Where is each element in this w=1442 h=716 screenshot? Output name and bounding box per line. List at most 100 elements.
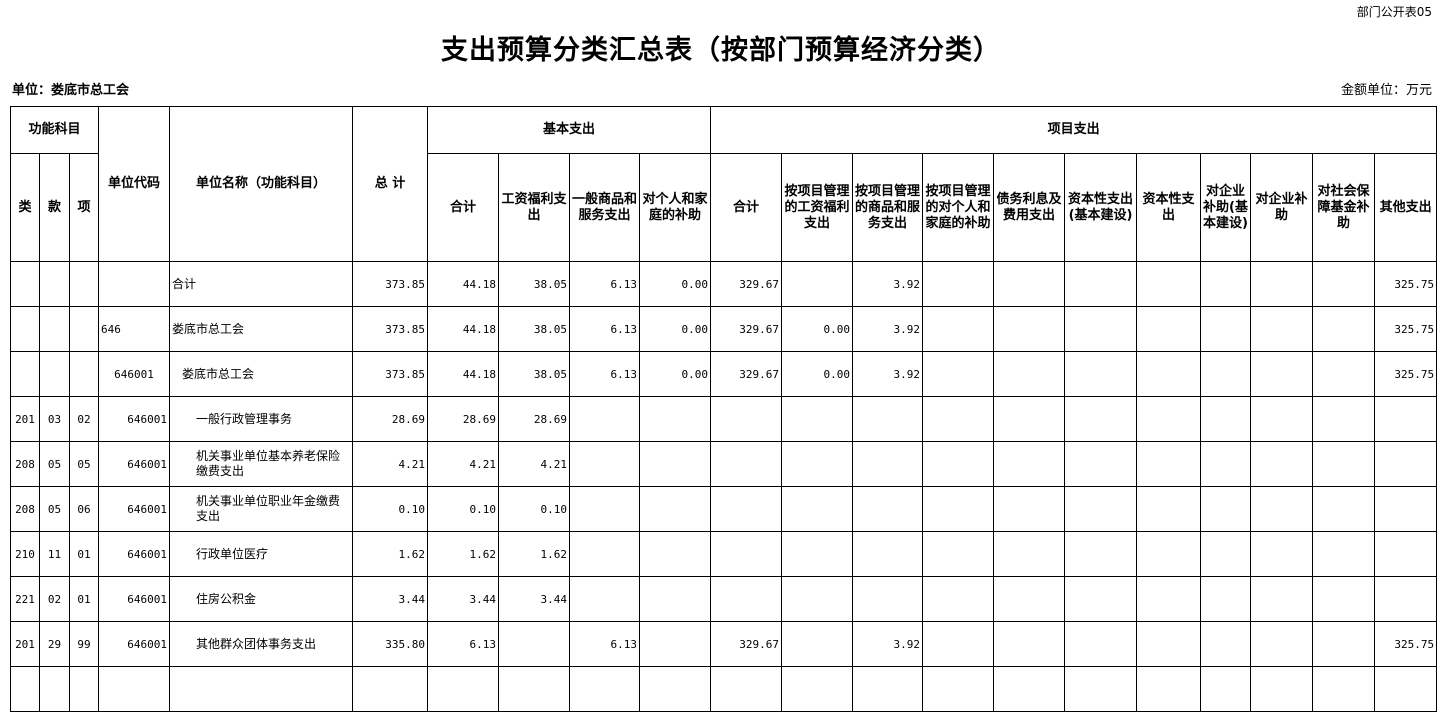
cell-project-capital-build: [1064, 261, 1138, 307]
cell-project-capital: [1136, 396, 1202, 442]
cell-name: 机关事业单位基本养老保险缴费支出: [169, 441, 354, 487]
cell-basic-subsidy: [639, 621, 712, 667]
cell-total: 1.62: [352, 531, 429, 577]
cell-project-other: 325.75: [1374, 306, 1438, 352]
cell-project-debt: [993, 621, 1066, 667]
cell-project-debt: [993, 531, 1066, 577]
cell-basic-subsidy: 0.00: [639, 351, 712, 397]
cell-project-subsidy: [922, 621, 995, 667]
cell-project-capital: [1136, 486, 1202, 532]
cell-basic-goods: [569, 396, 641, 442]
cell-project-capital: [1136, 621, 1202, 667]
cell-project-capital: [1136, 441, 1202, 487]
cell-project-subsidy: [922, 486, 995, 532]
header-lei: 类: [10, 153, 40, 262]
cell-code: 646001: [98, 576, 171, 622]
cell-project-sum: [710, 441, 783, 487]
cell-basic-wage: 38.05: [498, 261, 571, 307]
cell-project-sum: [710, 576, 783, 622]
cell-project-capital: [1136, 666, 1202, 712]
cell-name: [169, 666, 354, 712]
cell-kuan: [39, 351, 70, 397]
cell-total: 3.44: [352, 576, 429, 622]
cell-project-capital-build: [1064, 306, 1138, 352]
cell-code: 646001: [98, 351, 171, 397]
cell-name: 一般行政管理事务: [169, 396, 354, 442]
page-title: 支出预算分类汇总表（按部门预算经济分类）: [441, 35, 1001, 66]
cell-basic-goods: 6.13: [569, 261, 641, 307]
cell-project-enterprise: [1250, 306, 1314, 352]
cell-xiang: 05: [68, 441, 100, 487]
cell-project-social: [1312, 306, 1376, 352]
cell-xiang: 02: [68, 396, 100, 442]
cell-basic-sum: 6.13: [427, 621, 500, 667]
cell-xiang: 06: [68, 486, 100, 532]
cell-basic-subsidy: [639, 666, 712, 712]
cell-project-capital: [1136, 261, 1202, 307]
cell-project-capital: [1136, 531, 1202, 577]
header-project-subsidy: 按项目管理的对个人和家庭的补助: [922, 153, 995, 262]
cell-project-enterprise-build: [1200, 621, 1252, 667]
header-basic-subsidy: 对个人和家庭的补助: [639, 153, 712, 262]
cell-project-enterprise-build: [1200, 666, 1252, 712]
cell-project-sum: 329.67: [710, 261, 783, 307]
cell-basic-sum: 44.18: [427, 261, 500, 307]
cell-project-enterprise-build: [1200, 486, 1252, 532]
header-row-1: 功能科目 单位代码 单位名称（功能科目） 总 计 基本支出 项目支出: [9, 106, 1438, 262]
cell-kuan: 03: [39, 396, 70, 442]
cell-lei: [10, 261, 40, 307]
cell-total: [352, 666, 429, 712]
cell-project-wage: [781, 441, 854, 487]
cell-name: 机关事业单位职业年金缴费支出: [169, 486, 354, 532]
cell-project-social: [1312, 261, 1376, 307]
cell-project-subsidy: [922, 576, 995, 622]
cell-project-wage: 0.00: [781, 351, 854, 397]
cell-project-subsidy: [922, 531, 995, 577]
cell-name: 住房公积金: [169, 576, 354, 622]
cell-kuan: 05: [39, 441, 70, 487]
cell-project-capital-build: [1064, 576, 1138, 622]
table-row: 208 05 06 646001 机关事业单位职业年金缴费支出 0.10 0.1…: [10, 486, 1438, 532]
cell-basic-goods: [569, 441, 641, 487]
cell-basic-goods: 6.13: [569, 621, 641, 667]
cell-project-debt: [993, 576, 1066, 622]
cell-basic-subsidy: [639, 576, 712, 622]
cell-project-enterprise-build: [1200, 396, 1252, 442]
cell-basic-goods: 6.13: [569, 306, 641, 352]
cell-lei: [10, 306, 40, 352]
cell-project-goods: 3.92: [852, 261, 924, 307]
cell-lei: 208: [10, 486, 40, 532]
header-project-goods: 按项目管理的商品和服务支出: [852, 153, 924, 262]
header-unit-name: 单位名称（功能科目）: [169, 106, 354, 262]
cell-project-capital: [1136, 576, 1202, 622]
unit-label: 单位：娄底市总工会: [12, 83, 130, 98]
cell-project-enterprise-build: [1200, 531, 1252, 577]
cell-project-enterprise: [1250, 621, 1314, 667]
cell-project-subsidy: [922, 396, 995, 442]
cell-total: 373.85: [352, 351, 429, 397]
cell-project-capital-build: [1064, 441, 1138, 487]
cell-xiang: [68, 351, 100, 397]
cell-project-enterprise: [1250, 351, 1314, 397]
cell-code: 646001: [98, 486, 171, 532]
cell-xiang: 01: [68, 531, 100, 577]
cell-kuan: 29: [39, 621, 70, 667]
cell-kuan: [39, 306, 70, 352]
cell-kuan: 11: [39, 531, 70, 577]
header-basic-goods: 一般商品和服务支出: [569, 153, 641, 262]
cell-project-subsidy: [922, 441, 995, 487]
cell-project-subsidy: [922, 351, 995, 397]
cell-project-goods: [852, 441, 924, 487]
cell-project-enterprise: [1250, 666, 1314, 712]
cell-basic-subsidy: [639, 531, 712, 577]
cell-basic-subsidy: [639, 441, 712, 487]
cell-project-enterprise: [1250, 486, 1314, 532]
cell-project-capital-build: [1064, 666, 1138, 712]
cell-project-social: [1312, 666, 1376, 712]
cell-basic-wage: 38.05: [498, 306, 571, 352]
cell-basic-subsidy: 0.00: [639, 261, 712, 307]
header-row-2: 类 款 项 合计 工资福利支出 一般商品和服务支出 对个人和家庭的补助 合计 按…: [10, 153, 1438, 262]
cell-project-sum: 329.67: [710, 306, 783, 352]
cell-kuan: [39, 261, 70, 307]
cell-lei: 201: [10, 621, 40, 667]
